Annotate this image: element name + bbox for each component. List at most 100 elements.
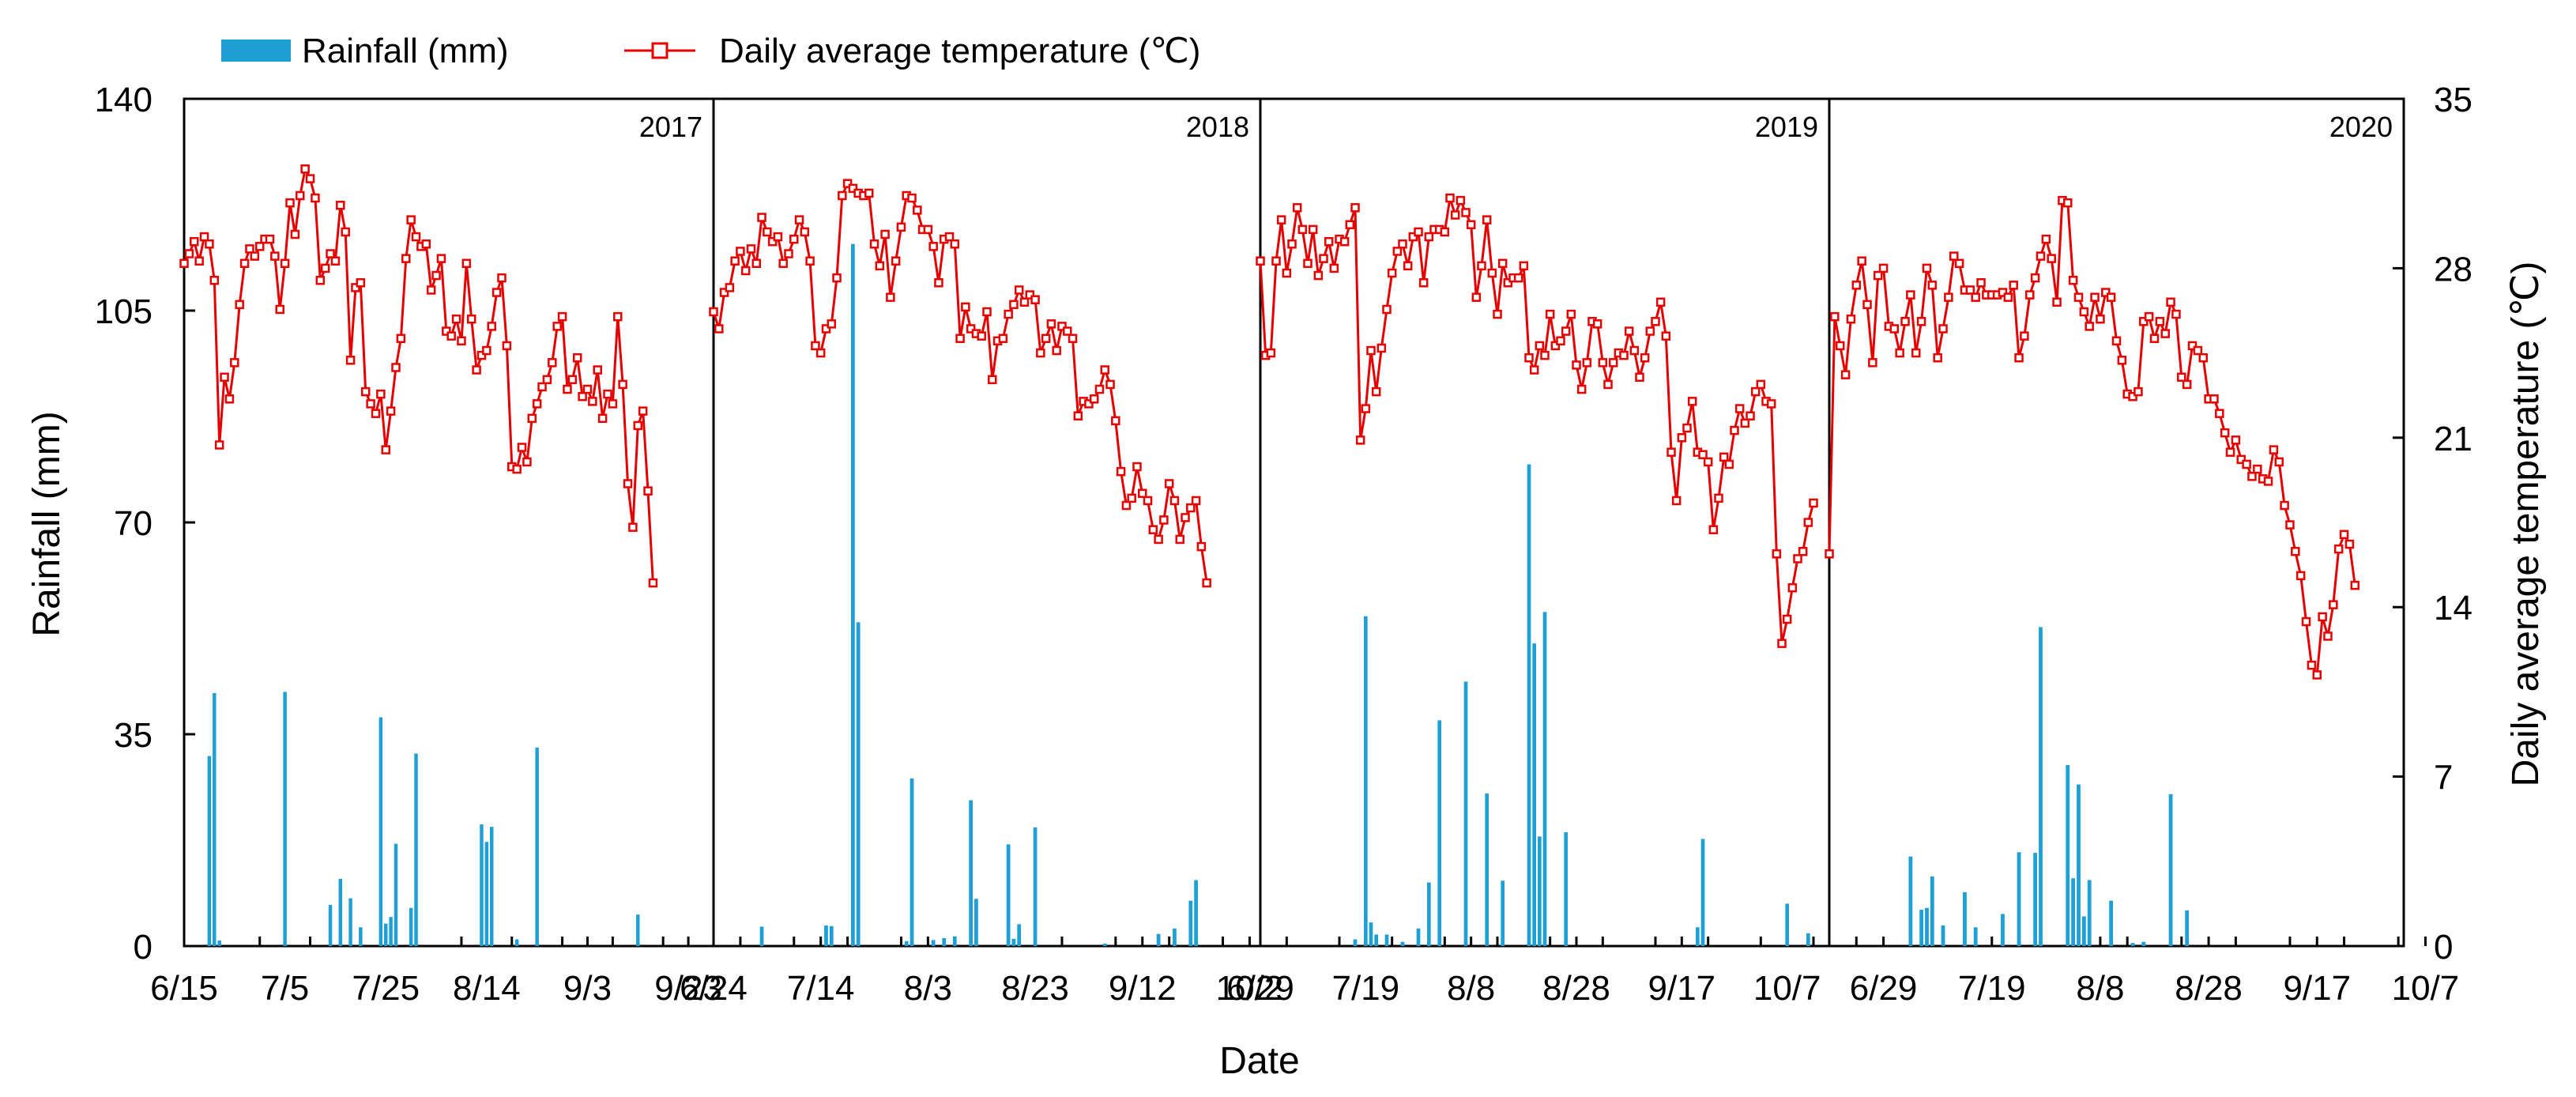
temp-point (1014, 285, 1024, 295)
temp-point (527, 413, 537, 424)
temp-point (2073, 292, 2084, 302)
temp-point (1603, 379, 1613, 390)
rain-bar (384, 923, 388, 946)
temp-point (944, 232, 955, 242)
legend-rain-swatch (221, 40, 291, 62)
temp-point (2117, 356, 2127, 365)
temp-point (2323, 631, 2333, 641)
rain-bar (394, 843, 398, 946)
temp-point (230, 358, 239, 368)
temp-point (341, 227, 350, 237)
rain-bar (910, 778, 914, 946)
temp-point (1030, 295, 1040, 304)
temp-point (1645, 326, 1655, 336)
temperature-lines (179, 164, 2360, 680)
temp-point (2295, 571, 2306, 581)
temp-point (557, 311, 567, 322)
rain-bar (1501, 880, 1505, 946)
temp-point (2171, 309, 2181, 319)
x-tick-label: 8/8 (1447, 969, 1495, 1008)
temp-point (880, 229, 890, 239)
temp-point (1414, 227, 1423, 237)
temp-point (1624, 326, 1634, 336)
rain-bar (2141, 941, 2146, 946)
temp-point (290, 229, 300, 239)
x-tick-label: 10/2 (1216, 969, 1284, 1008)
temp-point (1772, 549, 1782, 559)
temp-point (1889, 324, 1900, 334)
temp-point (2301, 616, 2311, 627)
temp-point (1851, 281, 1862, 290)
temp-point (1371, 386, 1381, 397)
y-right-tick-label: 28 (2434, 250, 2472, 288)
rain-bar (1437, 720, 1441, 946)
temp-point (2101, 288, 2111, 297)
temp-point (1456, 195, 1466, 205)
temp-point (356, 278, 366, 288)
temp-point (1655, 297, 1666, 307)
rain-bar (952, 936, 957, 946)
temp-point (2079, 307, 2089, 317)
temp-series-line (183, 168, 654, 583)
temp-point (982, 307, 992, 317)
temp-point (1687, 397, 1697, 406)
temp-point (1137, 488, 1147, 498)
temp-point (778, 258, 788, 269)
temp-point (1276, 215, 1286, 224)
temp-point (401, 254, 411, 263)
x-tick-label: 8/8 (2076, 969, 2124, 1008)
temp-point (1143, 496, 1153, 506)
temp-point (1009, 300, 1019, 310)
temp-point (2329, 600, 2338, 609)
rain-bar (1011, 938, 1016, 946)
rain-bar (378, 717, 383, 946)
temp-point (832, 273, 842, 283)
temp-point (572, 352, 582, 363)
rain-bar (217, 941, 221, 946)
temp-point (1361, 404, 1371, 413)
rain-bar (1941, 925, 1945, 946)
temp-point (275, 304, 284, 315)
temp-point (381, 445, 390, 454)
rain-bar (1785, 903, 1789, 946)
axis-labels: Rainfall (mm) Daily average temperature … (26, 81, 2547, 1082)
temp-point (431, 270, 441, 281)
x-tick-label: 8/28 (1542, 969, 1610, 1008)
temp-point (190, 236, 199, 247)
temp-series-line (712, 182, 1208, 583)
rain-bar (213, 692, 217, 946)
panel-year-label: 2018 (1186, 111, 1249, 143)
temp-point (1730, 425, 1739, 435)
temp-point (597, 413, 608, 424)
y-left-tick-label: 105 (95, 292, 153, 331)
temp-point (1556, 336, 1565, 346)
temp-point (1471, 292, 1482, 302)
temp-point (588, 397, 597, 406)
rain-bar (414, 753, 418, 946)
temp-point (1719, 452, 1729, 462)
temp-point (2350, 580, 2360, 590)
temp-point (725, 283, 735, 292)
y-right-tick-label: 14 (2434, 589, 2472, 628)
rain-bar (829, 925, 834, 946)
temp-point (784, 249, 793, 258)
x-tick-label: 7/25 (352, 969, 420, 1008)
rain-bar (2081, 916, 2086, 946)
temp-point (1911, 348, 1921, 358)
temp-point (1608, 358, 1618, 368)
temp-point (1487, 268, 1497, 278)
temp-point (411, 232, 421, 242)
rain-bar (1416, 928, 1421, 946)
temp-point (2068, 275, 2078, 285)
temp-point (1976, 278, 1986, 288)
temp-point (1355, 435, 1365, 445)
temp-point (2182, 379, 2192, 390)
temp-point (886, 292, 895, 302)
temp-point (214, 440, 224, 450)
temp-point (848, 183, 858, 194)
rain-bar (328, 904, 333, 946)
rain-bar (2185, 910, 2190, 946)
rain-bar (974, 899, 978, 946)
temp-point (1787, 582, 1798, 593)
temp-point (532, 399, 542, 409)
